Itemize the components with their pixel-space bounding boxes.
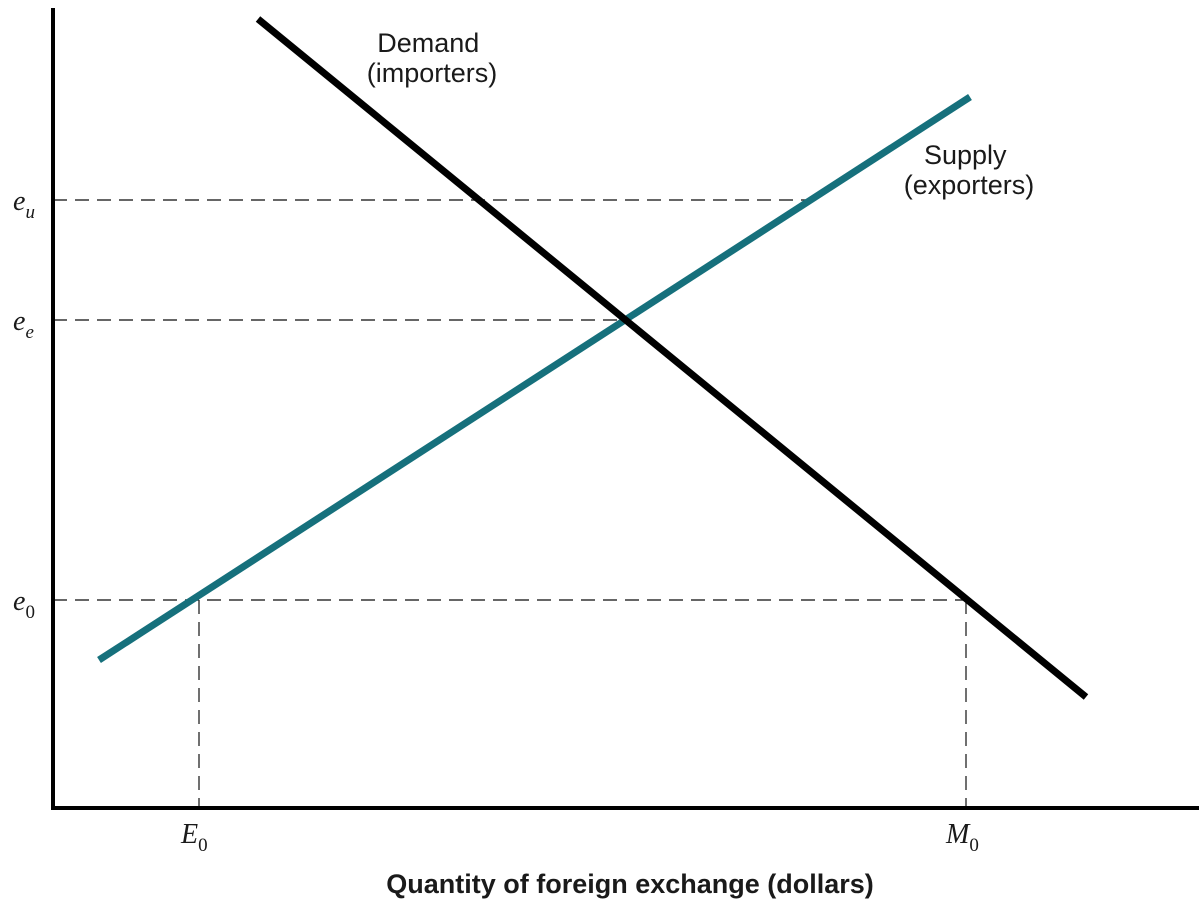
supply-curve (97, 94, 972, 663)
x-tick-M0-base: M (945, 819, 971, 850)
y-tick-e0: e0 (13, 586, 35, 623)
y-tick-ee-sub: e (25, 322, 33, 343)
x-tick-M0: M0 (945, 819, 979, 856)
x-tick-M0-sub: 0 (969, 835, 979, 856)
demand-curve (255, 16, 1089, 700)
x-tick-E0-sub: 0 (198, 835, 208, 856)
axes (51, 8, 1199, 810)
supply-label: Supply (exporters) (904, 140, 1035, 200)
reference-lines (53, 199, 967, 808)
y-tick-e0-sub: 0 (25, 602, 35, 623)
y-tick-eu-base: e (13, 186, 25, 217)
y-tick-e0-base: e (13, 586, 25, 617)
demand-label-line1: Demand (377, 28, 479, 58)
x-tick-E0-base: E (180, 819, 198, 850)
demand-label: Demand (importers) (367, 28, 498, 88)
y-tick-ee-base: e (13, 306, 25, 337)
demand-label-line2: (importers) (367, 58, 498, 88)
x-tick-E0: E0 (180, 819, 208, 856)
y-tick-eu-sub: u (25, 202, 35, 223)
y-tick-eu: eu (13, 186, 35, 223)
supply-label-line1: Supply (924, 140, 1007, 170)
x-axis-title: Quantity of foreign exchange (dollars) (386, 869, 874, 899)
supply-label-line2: (exporters) (904, 170, 1035, 200)
y-tick-ee: ee (13, 306, 34, 343)
